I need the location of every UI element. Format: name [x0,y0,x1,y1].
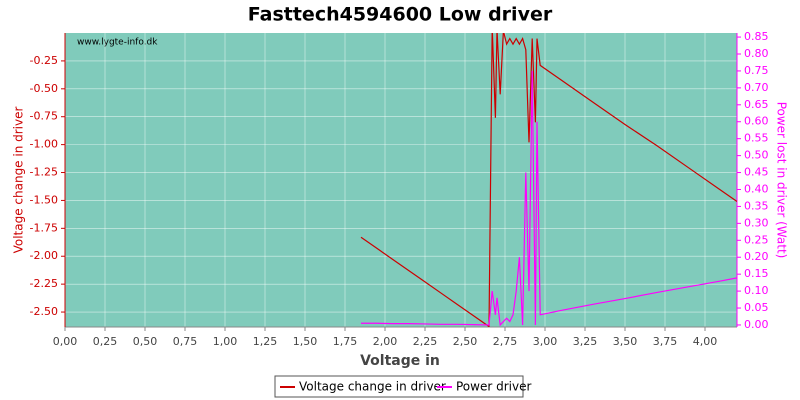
y2-tick-label: 0.80 [744,47,769,60]
plot-lines [360,33,737,327]
y-tick-label: -2.25 [30,277,58,290]
y-tick-label: -0.50 [30,82,58,95]
y2-axis-label: Power lost in driver (Watt) [775,102,789,259]
y-tick-label: -2.50 [30,305,58,318]
series-line [360,33,737,327]
x-tick-label: 0,25 [93,335,118,348]
y2-tick-label: 0.40 [744,182,769,195]
x-tick-label: 2,50 [453,335,478,348]
y2-tick-label: 0.45 [744,166,769,179]
x-tick-label: 1,75 [333,335,358,348]
y2-tick-label: 0.85 [744,30,769,43]
y-tick-label: -1.00 [30,138,58,151]
x-tick-label: 3,00 [533,335,558,348]
x-tick-label: 0,75 [173,335,198,348]
x-tick-label: 1,50 [293,335,318,348]
legend-label: Voltage change in driver [299,380,446,394]
x-tick-label: 3,25 [573,335,598,348]
x-tick-label: 0,00 [53,335,78,348]
y-tick-label: -1.25 [30,166,58,179]
x-tick-label: 2,75 [493,335,518,348]
y2-tick-label: 0.70 [744,81,769,94]
x-tick-label: 1,25 [253,335,278,348]
x-tick-label: 2,25 [413,335,438,348]
chart-title: Fasttech4594600 Low driver [248,4,553,26]
x-tick-label: 3,50 [613,335,638,348]
y2-tick-label: 0.05 [744,301,769,314]
legend-box [274,375,524,398]
y-tick-label: -1.75 [30,221,58,234]
y2-tick-label: 0.10 [744,284,769,297]
x-tick-label: 2,00 [373,335,398,348]
x-axis-label: Voltage in [360,353,440,369]
legend-label: Power driver [456,380,531,394]
y2-tick-label: 0.25 [744,233,769,246]
plot-area [65,33,737,327]
y2-tick-label: 0.65 [744,98,769,111]
y2-tick-label: 0.75 [744,64,769,77]
x-tick-label: 0,50 [133,335,158,348]
y-tick-label: -0.75 [30,110,58,123]
y2-tick-label: 0.20 [744,250,769,263]
y-tick-label: -0.25 [30,54,58,67]
y-tick-label: -2.00 [30,249,58,262]
series-line [361,70,737,327]
y-tick-label: -1.50 [30,193,58,206]
watermark: www.lygte-info.dk [77,38,158,48]
y2-tick-label: 0.00 [744,318,769,331]
y2-tick-label: 0.50 [744,149,769,162]
y-axis-label: Voltage change in driver [12,107,26,254]
y2-tick-label: 0.15 [744,267,769,280]
y2-tick-label: 0.30 [744,216,769,229]
x-tick-label: 1,00 [213,335,238,348]
x-tick-label: 4,00 [693,335,718,348]
y2-tick-label: 0.35 [744,199,769,212]
x-tick-label: 3,75 [653,335,678,348]
y2-tick-label: 0.60 [744,115,769,128]
y2-tick-label: 0.55 [744,132,769,145]
